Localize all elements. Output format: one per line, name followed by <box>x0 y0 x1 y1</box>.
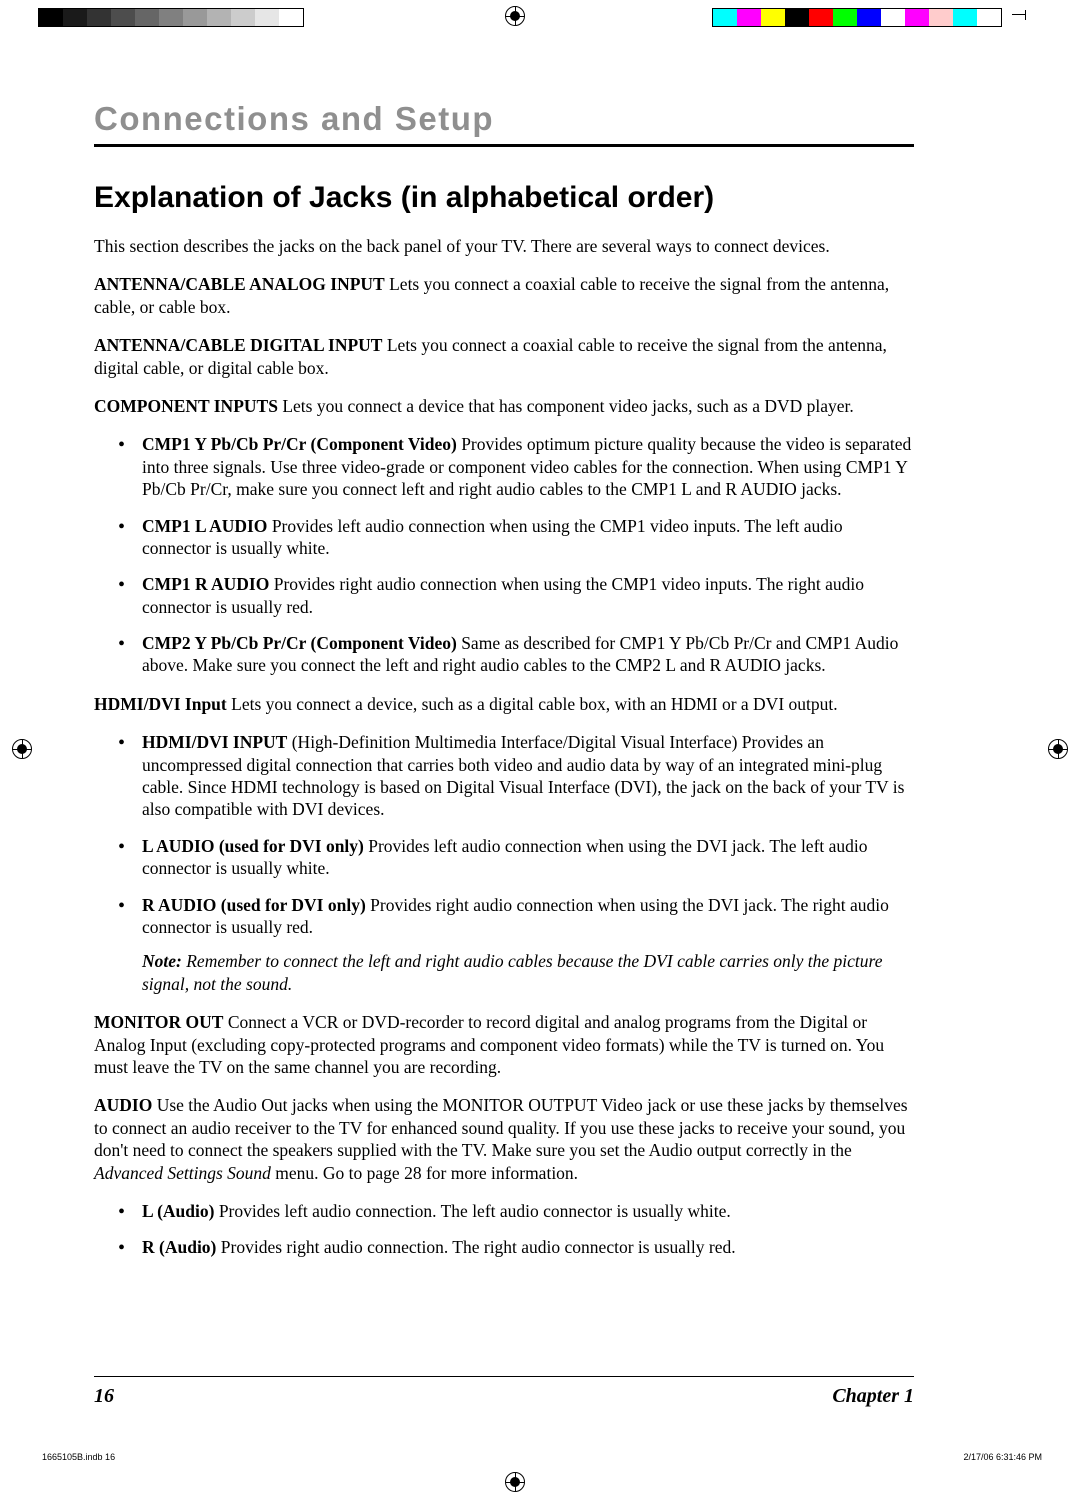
list-item: CMP2 Y Pb/Cb Pr/Cr (Component Video) Sam… <box>124 632 914 677</box>
list-item: HDMI/DVI INPUT (High-Definition Multimed… <box>124 731 914 821</box>
list-item: CMP1 L AUDIO Provides left audio connect… <box>124 515 914 560</box>
imprint-file: 1665105B.indb 16 <box>42 1452 115 1462</box>
swatch <box>63 9 87 26</box>
hdmi-paragraph: HDMI/DVI Input Lets you connect a device… <box>94 693 914 715</box>
list-item: R AUDIO (used for DVI only) Provides rig… <box>124 894 914 939</box>
swatch <box>737 9 761 26</box>
chapter-label: Chapter 1 <box>832 1385 914 1408</box>
menu-name: Advanced Settings Sound <box>94 1163 271 1183</box>
label: MONITOR OUT <box>94 1012 223 1032</box>
imprint-date: 2/17/06 6:31:46 PM <box>963 1452 1042 1462</box>
footer-rule <box>94 1376 914 1378</box>
swatch <box>159 9 183 26</box>
list-item: CMP1 Y Pb/Cb Pr/Cr (Component Video) Pro… <box>124 433 914 500</box>
swatch <box>809 9 833 26</box>
registration-top <box>0 6 1080 36</box>
chapter-title: Connections and Setup <box>94 100 914 138</box>
text: Lets you connect a device, such as a dig… <box>227 694 838 714</box>
page-heading: Explanation of Jacks (in alphabetical or… <box>94 181 914 215</box>
swatch <box>929 9 953 26</box>
text: Lets you connect a device that has compo… <box>278 396 854 416</box>
antenna-analog-paragraph: ANTENNA/CABLE ANALOG INPUT Lets you conn… <box>94 273 914 318</box>
list-item: CMP1 R AUDIO Provides right audio connec… <box>124 573 914 618</box>
swatch <box>111 9 135 26</box>
label: AUDIO <box>94 1095 152 1115</box>
label: HDMI/DVI INPUT <box>142 732 287 752</box>
registration-mark-icon <box>505 1472 525 1492</box>
registration-mark-icon <box>1048 739 1068 759</box>
label: L AUDIO (used for DVI only) <box>142 836 364 856</box>
swatch <box>231 9 255 26</box>
grayscale-bar <box>38 8 304 27</box>
intro-text: This section describes the jacks on the … <box>94 235 914 257</box>
label: CMP2 Y Pb/Cb Pr/Cr (Component Video) <box>142 633 457 653</box>
swatch <box>713 9 737 26</box>
swatch <box>761 9 785 26</box>
swatch <box>255 9 279 26</box>
swatch <box>953 9 977 26</box>
note-paragraph: Note: Remember to connect the left and r… <box>94 950 914 995</box>
crop-tick <box>1012 14 1026 15</box>
horizontal-rule <box>94 144 914 147</box>
swatch <box>857 9 881 26</box>
registration-bottom <box>0 1462 1080 1492</box>
label: ANTENNA/CABLE DIGITAL INPUT <box>94 335 382 355</box>
label: R (Audio) <box>142 1237 216 1257</box>
text: Provides left audio connection. The left… <box>214 1201 730 1221</box>
registration-mark-icon <box>505 6 525 26</box>
imprint-line: 1665105B.indb 16 2/17/06 6:31:46 PM <box>42 1452 1042 1462</box>
text-a: Use the Audio Out jacks when using the M… <box>94 1095 908 1160</box>
audio-list: L (Audio) Provides left audio connection… <box>94 1200 914 1259</box>
list-item: L AUDIO (used for DVI only) Provides lef… <box>124 835 914 880</box>
text-b: menu. Go to page 28 for more information… <box>271 1163 578 1183</box>
label: HDMI/DVI Input <box>94 694 227 714</box>
swatch <box>183 9 207 26</box>
label: COMPONENT INPUTS <box>94 396 278 416</box>
swatch <box>833 9 857 26</box>
swatch <box>207 9 231 26</box>
crop-tick <box>1025 10 1026 20</box>
label: CMP1 R AUDIO <box>142 574 269 594</box>
note-text: Remember to connect the left and right a… <box>142 951 882 993</box>
list-item: L (Audio) Provides left audio connection… <box>124 1200 914 1222</box>
label: ANTENNA/CABLE ANALOG INPUT <box>94 274 385 294</box>
swatch <box>785 9 809 26</box>
component-paragraph: COMPONENT INPUTS Lets you connect a devi… <box>94 395 914 417</box>
swatch <box>279 9 303 26</box>
page-content: Connections and Setup Explanation of Jac… <box>94 100 914 1275</box>
label: CMP1 Y Pb/Cb Pr/Cr (Component Video) <box>142 434 457 454</box>
swatch <box>135 9 159 26</box>
antenna-digital-paragraph: ANTENNA/CABLE DIGITAL INPUT Lets you con… <box>94 334 914 379</box>
swatch <box>881 9 905 26</box>
swatch <box>977 9 1001 26</box>
swatch <box>905 9 929 26</box>
monitor-paragraph: MONITOR OUT Connect a VCR or DVD-recorde… <box>94 1011 914 1078</box>
label: R AUDIO (used for DVI only) <box>142 895 366 915</box>
hdmi-list: HDMI/DVI INPUT (High-Definition Multimed… <box>94 731 914 938</box>
note-label: Note: <box>142 951 182 971</box>
page-footer: 16 Chapter 1 <box>94 1376 914 1409</box>
label: L (Audio) <box>142 1201 214 1221</box>
swatch <box>39 9 63 26</box>
list-item: R (Audio) Provides right audio connectio… <box>124 1236 914 1258</box>
component-list: CMP1 Y Pb/Cb Pr/Cr (Component Video) Pro… <box>94 433 914 677</box>
label: CMP1 L AUDIO <box>142 516 267 536</box>
color-bar <box>712 8 1002 27</box>
audio-paragraph: AUDIO Use the Audio Out jacks when using… <box>94 1094 914 1184</box>
page-number: 16 <box>94 1385 114 1408</box>
text: Provides right audio connection. The rig… <box>216 1237 735 1257</box>
registration-mark-icon <box>12 739 32 759</box>
swatch <box>87 9 111 26</box>
